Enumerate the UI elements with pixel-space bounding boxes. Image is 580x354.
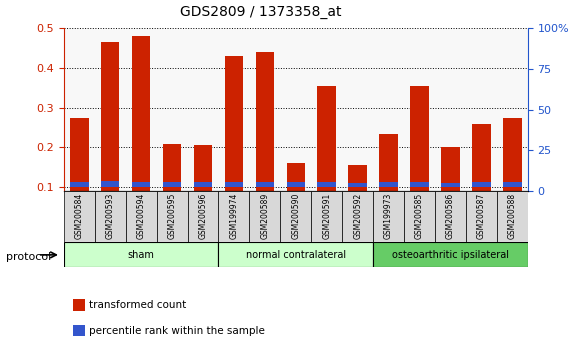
FancyBboxPatch shape	[187, 191, 219, 242]
Bar	[70, 118, 89, 227]
FancyBboxPatch shape	[466, 191, 497, 242]
FancyBboxPatch shape	[157, 191, 187, 242]
Bar	[256, 182, 274, 187]
Bar	[194, 182, 212, 187]
Text: GSM200590: GSM200590	[291, 193, 300, 239]
Text: percentile rank within the sample: percentile rank within the sample	[89, 326, 265, 336]
Bar	[132, 182, 150, 187]
Text: GSM200595: GSM200595	[168, 193, 176, 239]
Bar	[441, 148, 460, 227]
FancyBboxPatch shape	[95, 191, 126, 242]
FancyBboxPatch shape	[342, 191, 373, 242]
Text: GSM199973: GSM199973	[384, 193, 393, 239]
Bar	[163, 182, 182, 187]
Text: GSM200594: GSM200594	[137, 193, 146, 239]
Bar	[349, 165, 367, 227]
Bar	[349, 183, 367, 187]
Text: sham: sham	[128, 250, 155, 260]
Bar	[503, 118, 521, 227]
FancyBboxPatch shape	[497, 191, 528, 242]
Bar	[101, 181, 119, 187]
Bar	[441, 183, 460, 187]
FancyBboxPatch shape	[435, 191, 466, 242]
Bar	[410, 182, 429, 187]
FancyBboxPatch shape	[64, 191, 95, 242]
Bar	[472, 125, 491, 227]
Bar	[101, 42, 119, 227]
Text: transformed count: transformed count	[89, 300, 187, 310]
Text: GDS2809 / 1373358_at: GDS2809 / 1373358_at	[180, 5, 342, 19]
Bar	[410, 86, 429, 227]
Text: GSM200591: GSM200591	[322, 193, 331, 239]
FancyBboxPatch shape	[219, 242, 373, 267]
Bar	[287, 182, 305, 187]
Bar	[73, 325, 85, 336]
Text: GSM200592: GSM200592	[353, 193, 362, 239]
Text: GSM200588: GSM200588	[508, 193, 517, 239]
FancyBboxPatch shape	[249, 191, 280, 242]
FancyBboxPatch shape	[311, 191, 342, 242]
Bar	[70, 182, 89, 187]
Text: GSM200596: GSM200596	[198, 193, 208, 239]
Bar	[317, 86, 336, 227]
Bar	[379, 182, 398, 187]
Text: GSM199974: GSM199974	[230, 193, 238, 239]
Text: GSM200585: GSM200585	[415, 193, 424, 239]
Text: GSM200589: GSM200589	[260, 193, 269, 239]
Bar	[317, 182, 336, 187]
Bar	[224, 182, 243, 187]
Text: GSM200586: GSM200586	[446, 193, 455, 239]
Text: GSM200584: GSM200584	[75, 193, 84, 239]
Bar	[472, 182, 491, 187]
Text: protocol: protocol	[6, 252, 51, 262]
FancyBboxPatch shape	[219, 191, 249, 242]
Bar	[256, 52, 274, 227]
FancyBboxPatch shape	[280, 191, 311, 242]
FancyBboxPatch shape	[64, 242, 219, 267]
Bar	[132, 36, 150, 227]
FancyBboxPatch shape	[373, 191, 404, 242]
Bar	[503, 182, 521, 187]
Bar	[73, 299, 85, 311]
FancyBboxPatch shape	[404, 191, 435, 242]
Bar	[379, 135, 398, 227]
Text: GSM200587: GSM200587	[477, 193, 486, 239]
Text: osteoarthritic ipsilateral: osteoarthritic ipsilateral	[392, 250, 509, 260]
Bar	[224, 56, 243, 227]
FancyBboxPatch shape	[373, 242, 528, 267]
Text: GSM200593: GSM200593	[106, 193, 115, 239]
Text: normal contralateral: normal contralateral	[246, 250, 346, 260]
FancyBboxPatch shape	[126, 191, 157, 242]
Bar	[194, 145, 212, 227]
Bar	[163, 144, 182, 227]
Bar	[287, 163, 305, 227]
